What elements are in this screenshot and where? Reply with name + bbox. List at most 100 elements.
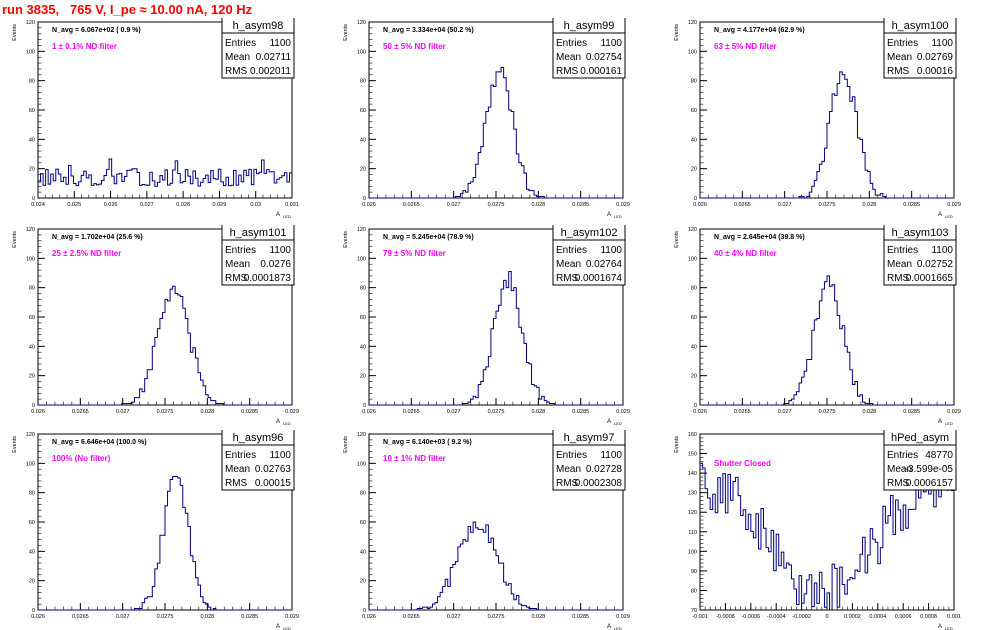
stats-title: h_asym99 (564, 20, 615, 32)
x-axis-label: A (276, 212, 280, 218)
stats-label: RMS (887, 66, 910, 77)
histogram-panel-h-asym100: 0 20 40 60 80 100 120 0.026 0.0265 0.027 0.0275 0.0… (674, 18, 961, 218)
x-tick-label: 0.027 (116, 409, 130, 415)
stats-value: 0.02711 (256, 52, 292, 63)
x-tick-label: 0.0285 (572, 202, 589, 208)
y-tick-label: 0 (694, 403, 697, 409)
stats-box (552, 430, 626, 491)
y-tick-label: 100 (26, 461, 35, 467)
y-tick-label: 60 (360, 520, 366, 526)
y-axis-label: Events (12, 436, 18, 453)
stats-value: 0.00016 (917, 66, 954, 77)
x-tick-label: 0.027 (140, 202, 154, 208)
y-tick-label: 40 (360, 344, 366, 350)
x-tick-label: 0.0008 (920, 614, 937, 620)
stats-label: RMS (225, 478, 248, 489)
x-tick-label: 0.029 (616, 202, 630, 208)
x-axis-label-subscript: LED (945, 214, 953, 218)
x-axis-label: A (607, 419, 611, 425)
stats-value: 1100 (269, 450, 291, 461)
stats-label: RMS (887, 478, 910, 489)
y-axis-label: Events (343, 24, 349, 41)
stats-value: 0.02769 (917, 52, 954, 63)
y-axis-label: Events (12, 231, 18, 248)
n-avg-label: N_avg = 4.177e+04 (62.9 %) (714, 27, 805, 34)
x-tick-label: 0.028 (531, 614, 545, 620)
histogram-panel-h-asym98: 0 20 40 60 80 100 120 0.024 0.025 0.026 0.027 0.028… (12, 18, 299, 218)
stats-value: 0.0276 (260, 259, 291, 270)
x-tick-label: 0.0275 (819, 202, 836, 208)
filter-annotation: 10 ± 1% ND filter (383, 454, 446, 463)
x-tick-label: 0.026 (362, 614, 376, 620)
stats-label: RMS (556, 66, 579, 77)
stats-value: 1100 (269, 245, 291, 256)
x-tick-label: 0.0285 (241, 409, 258, 415)
x-tick-label: 0.028 (200, 614, 214, 620)
y-tick-label: 20 (29, 579, 35, 585)
stats-value: 0.0001665 (906, 273, 954, 284)
y-tick-label: 80 (29, 286, 35, 292)
x-tick-label: 0.0265 (72, 409, 89, 415)
y-tick-label: 60 (360, 315, 366, 321)
stats-label: Mean (225, 52, 250, 63)
stats-value: 1100 (269, 38, 291, 49)
stats-label: RMS (887, 273, 910, 284)
x-tick-label: 0.028 (862, 409, 876, 415)
stats-label: Entries (225, 245, 256, 256)
y-tick-label: 0 (694, 196, 697, 202)
x-tick-label: 0.025 (67, 202, 81, 208)
stats-value: 1100 (600, 245, 622, 256)
x-tick-label: 0.0285 (903, 202, 920, 208)
stats-title: h_asym103 (892, 227, 949, 239)
x-tick-label: 0.0265 (734, 409, 751, 415)
y-tick-label: 60 (691, 108, 697, 114)
stats-value: 0.00015 (255, 478, 292, 489)
x-tick-label: -0.0002 (792, 614, 811, 620)
stats-box (883, 225, 957, 286)
y-tick-label: 120 (688, 20, 697, 26)
x-tick-label: 0 (825, 614, 828, 620)
x-tick-label: 0.028 (200, 409, 214, 415)
x-tick-label: 0.027 (447, 614, 461, 620)
y-tick-label: 80 (691, 79, 697, 85)
stats-value: 0.0001674 (575, 273, 623, 284)
n-avg-label: N_avg = 1.702e+04 (25.6 %) (52, 234, 143, 241)
n-avg-label: N_avg = 6.067e+02 ( 0.9 %) (52, 27, 141, 34)
stats-box (221, 225, 295, 286)
stats-box (221, 430, 295, 491)
histogram-panel-h-asym101: 0 20 40 60 80 100 120 0.026 0.0265 0.027 0.0275 0.0… (12, 225, 299, 425)
x-tick-label: 0.0265 (403, 614, 420, 620)
x-axis-label: A (607, 624, 611, 630)
y-tick-label: 70 (691, 608, 697, 614)
x-tick-label: -0.001 (692, 614, 708, 620)
filter-annotation: 1 ± 0.1% ND filter (52, 42, 117, 51)
stats-value: 1100 (600, 450, 622, 461)
x-tick-label: 0.0004 (869, 614, 886, 620)
x-tick-label: 0.028 (531, 202, 545, 208)
x-tick-label: 0.026 (693, 202, 707, 208)
stats-title: h_asym101 (230, 227, 287, 239)
x-axis-label: A (276, 624, 280, 630)
x-tick-label: 0.028 (862, 202, 876, 208)
stats-value: 0.02764 (586, 259, 623, 270)
stats-label: RMS (225, 273, 248, 284)
x-tick-label: 0.026 (31, 409, 45, 415)
y-tick-label: 20 (360, 167, 366, 173)
y-tick-label: 40 (691, 344, 697, 350)
stats-label: Entries (887, 245, 918, 256)
y-tick-label: 80 (691, 286, 697, 292)
filter-annotation: Shutter Closed (714, 459, 771, 468)
y-tick-label: 0 (363, 608, 366, 614)
y-tick-label: 40 (29, 137, 35, 143)
y-tick-label: 20 (29, 374, 35, 380)
stats-label: Entries (225, 450, 256, 461)
x-tick-label: 0.026 (362, 409, 376, 415)
y-tick-label: 0 (363, 403, 366, 409)
x-axis-label-subscript: LED (945, 421, 953, 425)
histogram-panel-hped-asym: 70 80 90 100 110 120 130 140 150 160 -0.001 -0.0008… (674, 430, 961, 630)
stats-title: h_asym100 (892, 20, 949, 32)
stats-label: RMS (556, 273, 579, 284)
y-tick-label: 80 (29, 79, 35, 85)
filter-annotation: 100% (No filter) (52, 454, 111, 463)
stats-label: Mean (887, 52, 912, 63)
